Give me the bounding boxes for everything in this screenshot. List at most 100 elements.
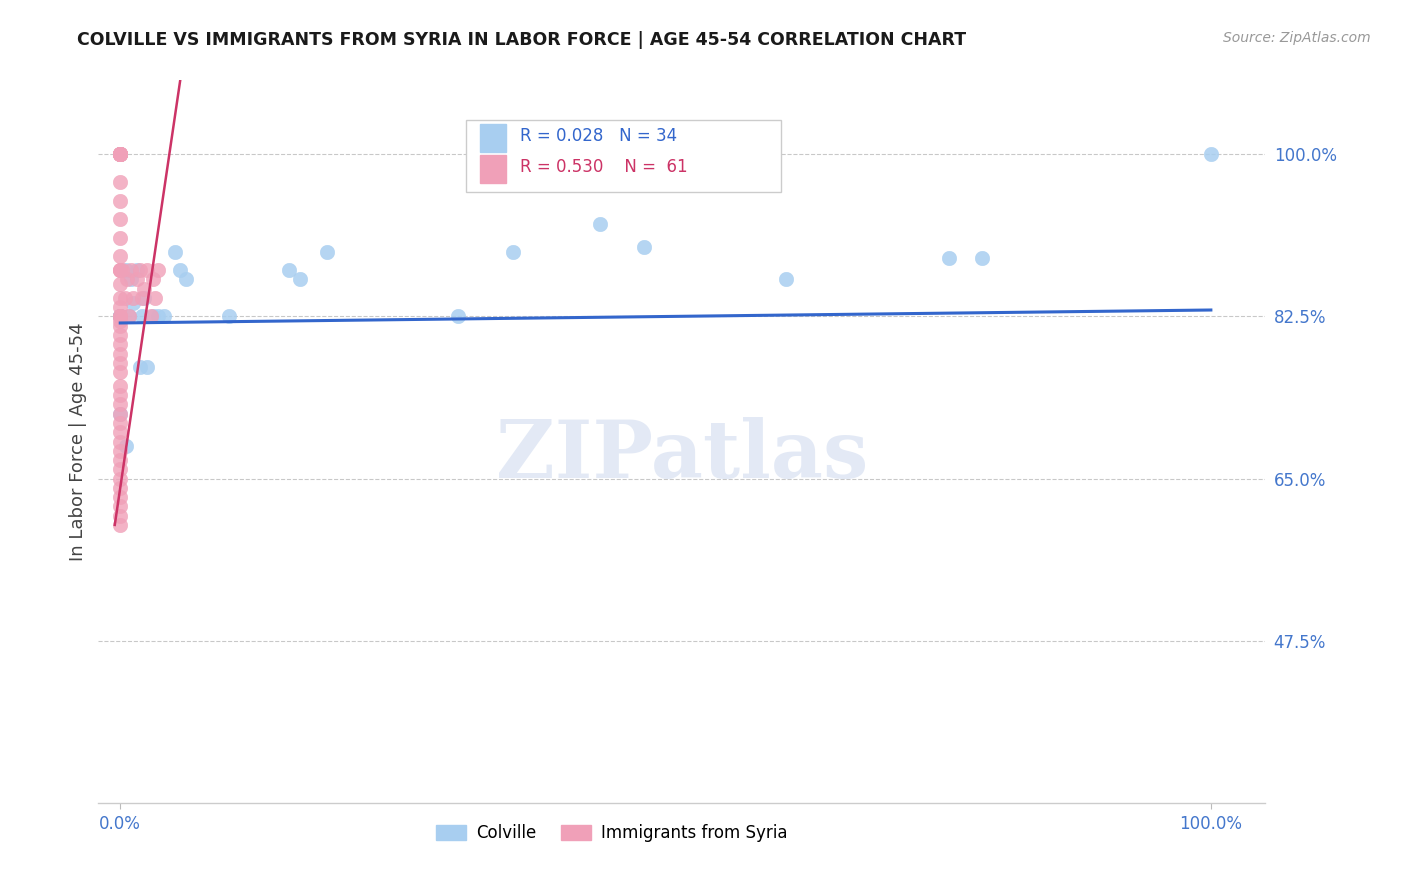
- Point: [114, 291, 136, 305]
- Point: [148, 310, 170, 324]
- Point: [110, 425, 132, 440]
- Point: [118, 310, 141, 324]
- Point: [110, 318, 132, 333]
- Point: [110, 310, 132, 324]
- Point: [110, 416, 132, 430]
- Point: [110, 328, 132, 343]
- Point: [110, 481, 132, 495]
- Point: [136, 360, 159, 375]
- Point: [122, 295, 145, 310]
- Point: [169, 263, 191, 277]
- Point: [110, 462, 132, 476]
- Point: [136, 263, 159, 277]
- Point: [110, 277, 132, 291]
- Point: [131, 310, 153, 324]
- Point: [110, 500, 132, 514]
- Point: [502, 244, 524, 259]
- Point: [110, 147, 132, 161]
- Point: [110, 147, 132, 161]
- Point: [110, 147, 132, 161]
- Point: [110, 314, 132, 328]
- Point: [110, 147, 132, 161]
- Point: [110, 147, 132, 161]
- Point: [290, 272, 312, 286]
- Point: [120, 263, 142, 277]
- Point: [110, 310, 132, 324]
- FancyBboxPatch shape: [479, 155, 506, 183]
- Point: [218, 310, 240, 324]
- Point: [131, 291, 153, 305]
- Point: [110, 472, 132, 486]
- Point: [143, 291, 166, 305]
- Point: [278, 263, 301, 277]
- Point: [110, 310, 132, 324]
- Point: [589, 217, 612, 231]
- Legend: Colville, Immigrants from Syria: Colville, Immigrants from Syria: [429, 817, 794, 848]
- Text: R = 0.028   N = 34: R = 0.028 N = 34: [520, 127, 676, 145]
- Point: [110, 379, 132, 393]
- Point: [125, 263, 148, 277]
- Point: [1199, 147, 1222, 161]
- Point: [114, 439, 136, 453]
- Point: [775, 272, 797, 286]
- Point: [110, 453, 132, 467]
- Point: [110, 310, 132, 324]
- Point: [110, 397, 132, 411]
- Point: [110, 147, 132, 161]
- Point: [447, 310, 470, 324]
- Point: [134, 291, 156, 305]
- Point: [110, 508, 132, 523]
- Point: [134, 282, 156, 296]
- Point: [110, 346, 132, 360]
- Point: [148, 263, 170, 277]
- Point: [110, 147, 132, 161]
- Point: [110, 291, 132, 305]
- Point: [633, 240, 655, 254]
- Point: [970, 251, 993, 265]
- Point: [110, 263, 132, 277]
- Point: [110, 310, 132, 324]
- Point: [128, 360, 150, 375]
- Point: [110, 337, 132, 351]
- Point: [153, 310, 176, 324]
- Point: [120, 272, 142, 286]
- Text: Source: ZipAtlas.com: Source: ZipAtlas.com: [1223, 31, 1371, 45]
- Point: [110, 147, 132, 161]
- Point: [110, 490, 132, 504]
- Point: [139, 310, 162, 324]
- Point: [110, 365, 132, 379]
- Point: [110, 388, 132, 402]
- Point: [110, 175, 132, 189]
- Text: R = 0.530    N =  61: R = 0.530 N = 61: [520, 158, 688, 176]
- Point: [163, 244, 186, 259]
- Point: [110, 300, 132, 314]
- Point: [110, 147, 132, 161]
- Point: [110, 407, 132, 421]
- Y-axis label: In Labor Force | Age 45-54: In Labor Force | Age 45-54: [69, 322, 87, 561]
- Point: [142, 310, 165, 324]
- Point: [110, 231, 132, 245]
- Point: [128, 263, 150, 277]
- Point: [118, 310, 141, 324]
- Point: [110, 310, 132, 324]
- Point: [110, 356, 132, 370]
- FancyBboxPatch shape: [465, 120, 782, 193]
- Point: [110, 310, 132, 324]
- Point: [114, 263, 136, 277]
- Point: [316, 244, 339, 259]
- Point: [110, 194, 132, 208]
- Text: ZIPatlas: ZIPatlas: [496, 417, 868, 495]
- Point: [110, 212, 132, 227]
- Point: [115, 272, 138, 286]
- Point: [122, 291, 145, 305]
- Point: [125, 272, 148, 286]
- Point: [110, 407, 132, 421]
- Point: [110, 249, 132, 263]
- Point: [110, 443, 132, 458]
- Point: [110, 434, 132, 449]
- Point: [111, 263, 134, 277]
- Point: [110, 263, 132, 277]
- Point: [110, 263, 132, 277]
- Point: [110, 147, 132, 161]
- FancyBboxPatch shape: [479, 124, 506, 152]
